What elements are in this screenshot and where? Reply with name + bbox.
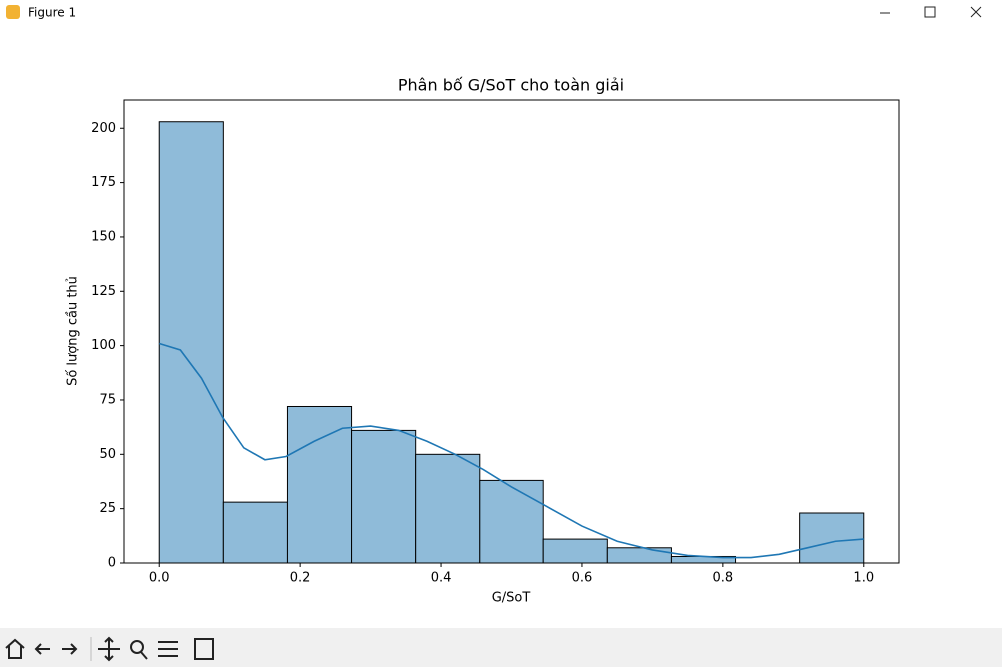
y-tick-label: 150 (91, 229, 116, 244)
y-tick-label: 100 (91, 338, 116, 353)
kde-line (158, 342, 864, 559)
y-tick-label: 175 (91, 175, 116, 190)
x-tick-label: 0.8 (713, 571, 734, 586)
zoom-button[interactable] (130, 640, 144, 654)
bar (351, 429, 417, 564)
forward-button[interactable] (62, 643, 78, 655)
save-button[interactable] (194, 638, 214, 660)
close-button[interactable] (970, 6, 982, 18)
x-axis-label: G/SoT (492, 591, 531, 606)
x-tick-label: 1.0 (853, 571, 874, 586)
back-button[interactable] (34, 643, 50, 655)
bar (222, 501, 288, 564)
title-bar (0, 0, 1002, 28)
axes-frame (123, 99, 900, 564)
bar (286, 405, 353, 564)
x-tick-label: 0.4 (431, 571, 452, 586)
bar (479, 479, 544, 564)
configure-button[interactable] (158, 641, 178, 657)
toolbar (0, 628, 1002, 667)
bar (606, 547, 672, 564)
app-icon (6, 5, 20, 19)
x-tick-label: 0.0 (149, 571, 170, 586)
y-tick-label: 200 (91, 121, 116, 136)
bar (415, 453, 481, 564)
y-tick-label: 0 (108, 556, 116, 571)
y-axis-label: Số lượng cầu thủ (66, 276, 81, 386)
zoom-handle (140, 651, 148, 660)
y-tick-label: 25 (99, 501, 116, 516)
y-tick-label: 125 (91, 284, 116, 299)
y-tick-label: 75 (99, 392, 116, 407)
window-title: Figure 1 (28, 6, 76, 20)
bar (158, 121, 224, 564)
pan-button[interactable] (98, 636, 120, 662)
y-tick-label: 50 (99, 447, 116, 462)
bar (542, 538, 608, 564)
x-tick-label: 0.2 (290, 571, 311, 586)
bar (799, 512, 865, 564)
plot: Phân bố G/SoT cho toàn giải G/SoT Số lượ… (66, 76, 900, 606)
x-tick-label: 0.6 (572, 571, 593, 586)
maximize-button[interactable] (924, 6, 936, 18)
chart-title: Phân bố G/SoT cho toàn giải (398, 76, 624, 95)
home-button[interactable] (5, 638, 25, 659)
